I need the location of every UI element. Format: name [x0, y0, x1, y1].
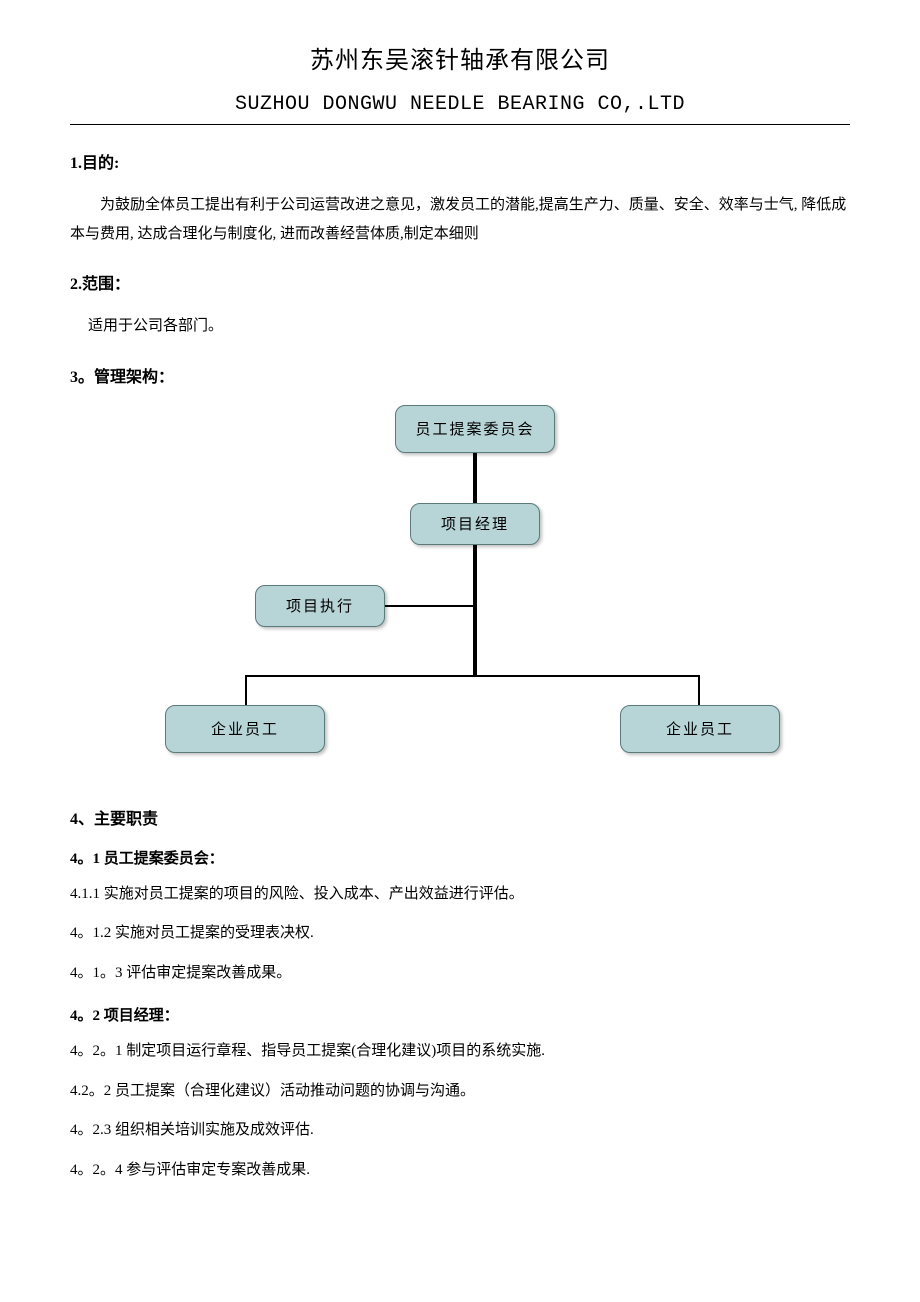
section-2-title: 2.范围：	[70, 270, 850, 294]
org-node-exec: 项目执行	[255, 585, 385, 627]
item-4-2-1: 4。2。1 制定项目运行章程、指导员工提案(合理化建议)项目的系统实施.	[70, 1039, 850, 1065]
connector	[473, 545, 477, 675]
item-4-1-1: 4.1.1 实施对员工提案的项目的风险、投入成本、产出效益进行评估。	[70, 882, 850, 908]
connector	[473, 453, 477, 503]
document-header: 苏州东吴滚针轴承有限公司 SUZHOU DONGWU NEEDLE BEARIN…	[70, 40, 850, 125]
org-node-label: 项目执行	[286, 595, 354, 616]
org-node-label: 企业员工	[211, 718, 279, 739]
section-3-title: 3。管理架构：	[70, 363, 850, 387]
section-1-title: 1.目的:	[70, 149, 850, 173]
item-4-1-2: 4。1.2 实施对员工提案的受理表决权.	[70, 921, 850, 947]
item-4-1-3: 4。1。3 评估审定提案改善成果。	[70, 961, 850, 987]
org-chart: 员工提案委员会 项目经理 项目执行 企业员工 企业员工	[140, 405, 780, 775]
section-2-body: 适用于公司各部门。	[88, 312, 850, 341]
section-4-1-title: 4。1 员工提案委员会：	[70, 847, 850, 868]
connector	[385, 605, 473, 607]
org-node-label: 企业员工	[666, 718, 734, 739]
section-4-2-title: 4。2 项目经理：	[70, 1004, 850, 1025]
org-node-label: 员工提案委员会	[415, 418, 534, 439]
org-node-staff-right: 企业员工	[620, 705, 780, 753]
org-node-staff-left: 企业员工	[165, 705, 325, 753]
org-node-pm: 项目经理	[410, 503, 540, 545]
org-node-committee: 员工提案委员会	[395, 405, 555, 453]
connector	[698, 675, 700, 705]
item-4-2-2: 4.2。2 员工提案（合理化建议）活动推动问题的协调与沟通。	[70, 1079, 850, 1105]
connector	[245, 675, 247, 705]
section-4-title: 4、主要职责	[70, 805, 850, 829]
org-node-label: 项目经理	[441, 513, 509, 534]
company-name-en: SUZHOU DONGWU NEEDLE BEARING CO,.LTD	[70, 93, 850, 116]
item-4-2-3: 4。2.3 组织相关培训实施及成效评估.	[70, 1118, 850, 1144]
company-name-cn: 苏州东吴滚针轴承有限公司	[70, 40, 850, 75]
section-1-body: 为鼓励全体员工提出有利于公司运营改进之意见，激发员工的潜能,提高生产力、质量、安…	[70, 191, 850, 248]
connector	[245, 675, 700, 677]
item-4-2-4: 4。2。4 参与评估审定专案改善成果.	[70, 1158, 850, 1184]
